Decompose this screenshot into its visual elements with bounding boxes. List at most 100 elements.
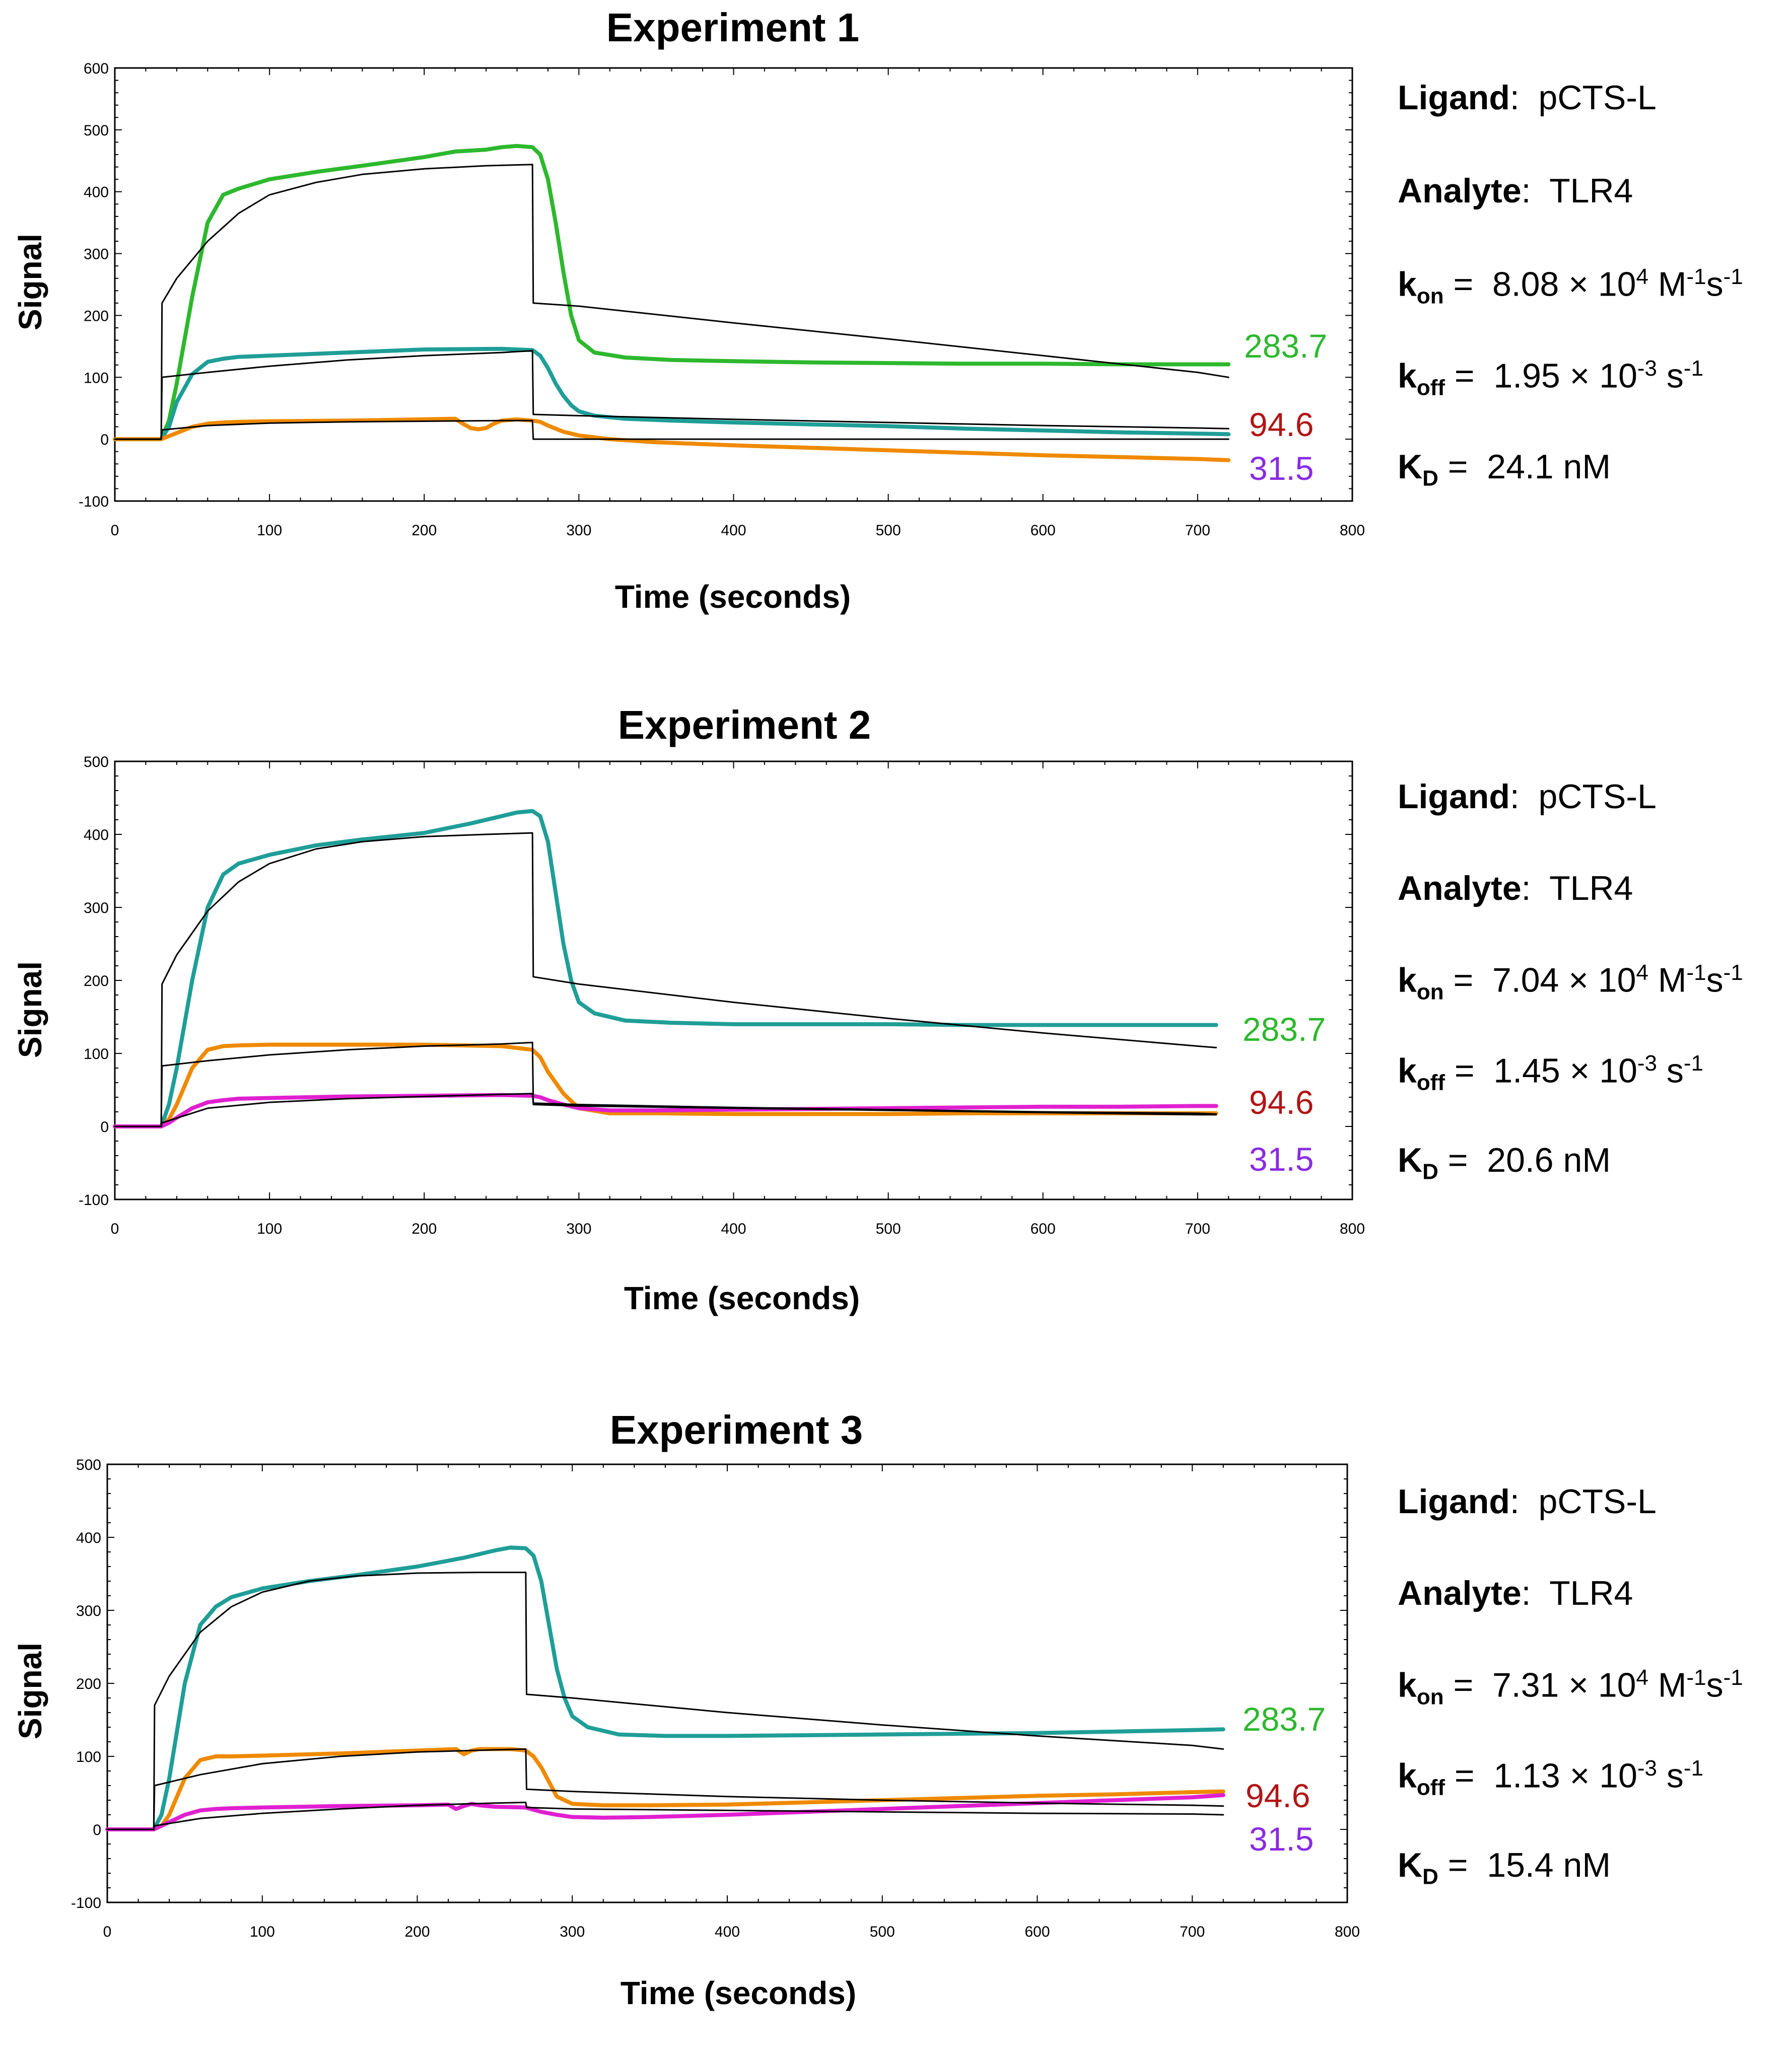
x-tick-label: 800: [1335, 1924, 1360, 1940]
x-tick-label: 600: [1030, 1221, 1056, 1237]
analyte-key: Analyte: [1398, 172, 1522, 210]
equals-sign: =: [1445, 357, 1494, 395]
kon-row: kon = 7.04 × 104 M-1s-1: [1398, 962, 1743, 1003]
ligand-value: pCTS-L: [1538, 1482, 1657, 1521]
x-axis-label: Time (seconds): [615, 579, 851, 615]
y-tick-label: 0: [100, 1119, 109, 1136]
y-tick-label: 100: [84, 1046, 109, 1062]
koff-unit: s: [1657, 1756, 1684, 1795]
koff-symbol: k: [1398, 1051, 1417, 1090]
koff-symbol: k: [1398, 1756, 1417, 1795]
equals-sign: =: [1438, 1846, 1487, 1884]
x-tick-label: 0: [103, 1924, 112, 1940]
koff-unit-exponent: -1: [1683, 1756, 1704, 1781]
x-tick-label: 200: [404, 1924, 430, 1940]
y-tick-label: 400: [84, 827, 109, 843]
kd-symbol: K: [1398, 1846, 1423, 1884]
kd-row: KD = 20.6 nM: [1398, 1143, 1611, 1183]
equals-sign: =: [1443, 265, 1492, 304]
kon-mantissa: 8.08 × 10: [1492, 265, 1636, 304]
kd-subscript: D: [1422, 1864, 1438, 1889]
fit-curve-5: [114, 1093, 1217, 1127]
concentration-label-283-7: 283.7: [1243, 1011, 1326, 1048]
tick-marks: [107, 1464, 1348, 1903]
y-tick-label: 0: [93, 1822, 101, 1838]
koff-subscript: off: [1416, 375, 1445, 400]
kon-row: kon = 8.08 × 104 M-1s-1: [1398, 266, 1743, 307]
koff-subscript: off: [1416, 1070, 1445, 1095]
y-tick-label: 100: [76, 1749, 101, 1765]
y-tick-label: 500: [84, 754, 109, 770]
kon-subscript: on: [1416, 283, 1444, 309]
ligand-row: Ligand: pCTS-L: [1398, 79, 1657, 117]
concentration-label-283-7: 283.7: [1244, 327, 1327, 365]
x-tick-label: 0: [111, 1221, 119, 1237]
kd-row: KD = 15.4 nM: [1398, 1848, 1611, 1888]
y-tick-label: 500: [76, 1457, 101, 1473]
chart-experiment-3: Experiment 3 Signal Time (seconds) 500 4…: [12, 1407, 1360, 2011]
x-tick-label: 100: [257, 522, 282, 539]
y-axis-label: Signal: [12, 961, 48, 1058]
panel-experiment-2: Experiment 2 Signal Time (seconds) 500 4…: [0, 697, 1792, 1352]
ligand-row: Ligand: pCTS-L: [1398, 777, 1657, 816]
kon-symbol: k: [1398, 1666, 1417, 1705]
ligand-key: Ligand: [1398, 1482, 1510, 1521]
equals-sign: =: [1443, 961, 1492, 1000]
koff-unit-exponent: -1: [1683, 1051, 1704, 1076]
x-tick-label: 500: [870, 1924, 895, 1940]
koff-exponent: -3: [1637, 1051, 1658, 1076]
chart-title: Experiment 1: [606, 5, 859, 50]
fit-curve-5: [114, 419, 1229, 440]
kd-value: 20.6 nM: [1487, 1141, 1611, 1179]
analyte-value: TLR4: [1549, 869, 1633, 907]
kon-unit-s: s: [1706, 961, 1724, 1000]
kon-mantissa: 7.31 × 10: [1492, 1666, 1636, 1705]
kon-exponent: 4: [1636, 960, 1648, 985]
x-tick-label: 0: [111, 522, 119, 539]
koff-symbol: k: [1398, 357, 1417, 395]
fit-curve-5: [106, 1801, 1224, 1830]
x-tick-label: 200: [411, 1221, 437, 1237]
koff-row: koff = 1.45 × 10-3 s-1: [1398, 1052, 1703, 1094]
kon-exponent: 4: [1636, 264, 1648, 289]
measured-curve-0: [113, 144, 1231, 442]
measured-curve-2: [105, 1793, 1225, 1831]
measured-curve-2: [113, 1093, 1218, 1128]
analyte-row: Analyte: TLR4: [1398, 869, 1633, 907]
measured-curve-0: [105, 1545, 1225, 1831]
kd-value: 15.4 nM: [1487, 1846, 1611, 1884]
x-tick-label: 300: [566, 1221, 591, 1237]
kd-value: 24.1 nM: [1487, 448, 1611, 486]
y-tick-labels: 600 500 400 300 200 100 0 -100: [79, 60, 109, 510]
kon-subscript: on: [1416, 979, 1444, 1005]
kon-unit-m-exponent: -1: [1686, 264, 1706, 289]
kon-unit-m-exponent: -1: [1686, 960, 1706, 985]
chart-experiment-2: Experiment 2 Signal Time (seconds) 500 4…: [12, 702, 1365, 1316]
y-tick-label: 200: [84, 308, 109, 324]
panel-experiment-3: Experiment 3 Signal Time (seconds) 500 4…: [0, 1402, 1792, 2057]
x-tick-label: 100: [250, 1924, 275, 1940]
x-tick-label: 600: [1024, 1924, 1050, 1940]
x-tick-labels: 0 100 200 300 400 500 600 700 800: [111, 522, 1365, 539]
chart-title: Experiment 3: [610, 1407, 863, 1452]
y-tick-label: 600: [84, 60, 109, 77]
y-tick-label: 300: [76, 1603, 101, 1619]
y-tick-label: 400: [84, 184, 109, 201]
x-tick-label: 700: [1180, 1924, 1205, 1940]
concentration-label-94-6: 94.6: [1249, 1084, 1314, 1121]
plot-frame: [106, 1463, 1348, 1903]
kd-subscript: D: [1422, 1159, 1438, 1184]
x-tick-labels: 0 100 200 300 400 500 600 700 800: [103, 1924, 1360, 1940]
x-tick-label: 600: [1030, 522, 1056, 539]
y-tick-label: 200: [76, 1676, 101, 1692]
kon-symbol: k: [1398, 961, 1417, 1000]
kd-symbol: K: [1398, 1141, 1423, 1179]
analyte-value: TLR4: [1549, 172, 1633, 210]
kon-symbol: k: [1398, 265, 1417, 304]
x-tick-label: 400: [721, 522, 746, 539]
analyte-key: Analyte: [1398, 1574, 1522, 1612]
x-tick-label: 300: [560, 1924, 585, 1940]
kon-unit-s: s: [1706, 265, 1724, 304]
x-tick-label: 100: [257, 1221, 282, 1237]
kon-unit-s: s: [1706, 1666, 1724, 1705]
